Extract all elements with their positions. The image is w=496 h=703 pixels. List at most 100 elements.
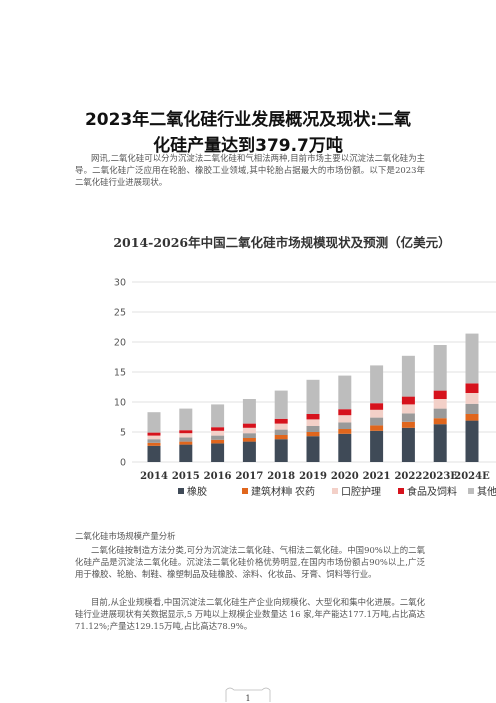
legend-label: 口腔护理 [341,485,381,498]
page-title-line-1: 2023年二氧化硅行业发展概况及现状:二氧 [84,110,412,130]
bar-segment-2015-1 [179,441,193,445]
legend-label: 农药 [295,485,315,498]
intro-paragraph: 网讯,二氧化硅可以分为沉淀法二氧化硅和气相法两种,目前市场主要以沉淀法二氧化硅为… [75,153,425,188]
bar-segment-2022-4 [401,396,415,405]
chart-bars [147,333,479,462]
bar-segment-2023E-5 [433,345,447,391]
body-paragraph-2: 目前,从企业规模看,中国沉淀法二氧化硅生产企业向规模化、大型化和集中化进展。二氧… [75,597,425,632]
x-tick-label: 2021 [363,471,391,482]
bar-segment-2021-0 [370,430,384,462]
legend-swatch [332,488,338,494]
bar-segment-2020-5 [338,375,352,410]
x-tick-label: 2019 [299,471,327,482]
bar-segment-2016-0 [211,443,225,462]
bar-segment-2022-3 [401,404,415,414]
bar-segment-2024E-1 [465,414,479,421]
x-tick-label: 2014 [140,471,168,482]
bar-segment-2019-5 [306,379,320,414]
bar-segment-2016-3 [211,430,225,436]
x-tick-label: 2020 [331,471,359,482]
bar-segment-2023E-0 [433,424,447,462]
bar-segment-2014-1 [147,442,161,446]
bar-segment-2015-0 [179,444,193,462]
y-tick-label: 25 [114,308,126,319]
bar-segment-2022-0 [401,427,415,462]
bar-segment-2020-0 [338,433,352,462]
page-title-line-2: 化硅产量达到379.7万吨 [153,136,343,156]
x-axis-ticks: 2014 2015 2016 2017 2018 2019 2020 2021 2022 2023… [140,471,490,482]
x-tick-label: 2018 [267,471,295,482]
chart-title: 2014-2026年中国二氧化硅市场规模现状及预测（亿美元） [113,235,450,250]
bar-segment-2014-0 [147,445,161,462]
bar-segment-2021-4 [370,403,384,410]
bar-segment-2015-5 [179,408,193,431]
bar-segment-2024E-4 [465,383,479,393]
bar-segment-2014-4 [147,432,161,436]
page-number: 1 [245,694,251,703]
bar-segment-2017-5 [242,399,256,424]
bar-segment-2017-4 [242,423,256,428]
section-heading: 二氧化硅市场规模产量分析 [75,531,176,541]
legend-label: 食品及饲料 [407,485,457,498]
bar-segment-2014-2 [147,439,161,443]
bar-segment-2020-1 [338,429,352,434]
x-tick-label: 2023E [422,471,458,482]
bar-segment-2017-2 [242,433,256,438]
x-tick-label: 2015 [172,471,200,482]
bar-segment-2020-3 [338,415,352,423]
bar-segment-2015-2 [179,437,193,442]
bar-segment-2023E-3 [433,399,447,409]
bar-segment-2024E-3 [465,393,479,404]
bar-segment-2021-5 [370,365,384,404]
legend-swatch [286,488,292,494]
bar-segment-2023E-1 [433,418,447,425]
y-tick-label: 30 [114,278,126,289]
bar-segment-2022-2 [401,413,415,422]
bar-segment-2015-3 [179,433,193,438]
y-axis-ticks: 0 5 10 15 20 25 30 [114,278,126,469]
bar-segment-2017-3 [242,427,256,434]
bar-segment-2018-5 [274,390,288,419]
bar-segment-2018-0 [274,439,288,462]
y-tick-label: 20 [114,338,126,349]
chart-legend: 橡胶 建筑材料 农药 口腔护理 食品及饲料 其他 [178,485,496,498]
x-tick-label: 2022 [394,471,422,482]
y-tick-label: 15 [114,368,126,379]
bar-segment-2019-0 [306,436,320,462]
y-tick-label: 10 [114,398,126,409]
y-tick-label: 0 [120,458,126,469]
bar-segment-2017-1 [242,438,256,442]
bar-segment-2017-0 [242,441,256,462]
bar-segment-2016-2 [211,435,225,440]
bar-segment-2018-4 [274,418,288,424]
bar-segment-2021-2 [370,417,384,426]
bar-segment-2020-4 [338,409,352,416]
market-size-chart: 2014-2026年中国二氧化硅市场规模现状及预测（亿美元） 051015202… [113,235,496,498]
legend-swatch [242,488,248,494]
legend-swatch [178,488,184,494]
bar-segment-2016-1 [211,439,225,444]
bar-segment-2023E-4 [433,390,447,399]
x-tick-label: 2017 [235,471,263,482]
bar-segment-2019-3 [306,419,320,426]
legend-label: 建筑材料 [251,485,291,498]
legend-label: 其他 [477,485,496,498]
bar-segment-2023E-2 [433,408,447,419]
bar-segment-2020-2 [338,422,352,429]
y-tick-label: 5 [120,428,126,439]
bar-segment-2018-1 [274,435,288,440]
bar-segment-2019-2 [306,426,320,432]
bar-segment-2022-1 [401,421,415,428]
bar-segment-2024E-0 [465,420,479,462]
bar-segment-2015-4 [179,430,193,434]
bar-segment-2018-2 [274,429,288,435]
bar-segment-2019-1 [306,432,320,437]
legend-swatch [398,488,404,494]
bar-segment-2022-5 [401,355,415,397]
bar-segment-2016-4 [211,427,225,431]
bar-segment-2016-5 [211,404,225,428]
bar-segment-2021-3 [370,409,384,418]
bar-segment-2019-4 [306,414,320,420]
bar-segment-2014-5 [147,412,161,433]
